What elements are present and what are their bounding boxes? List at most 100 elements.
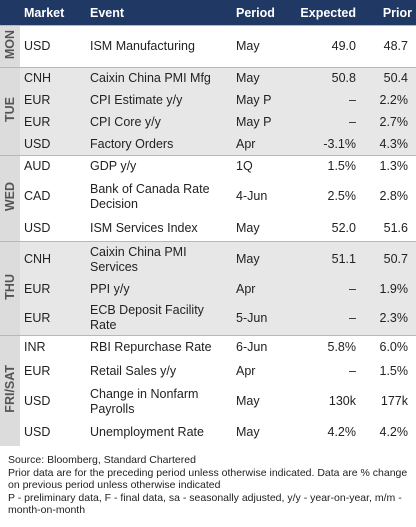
market: USD — [24, 394, 51, 408]
period: May — [236, 220, 260, 235]
prior: 51.6 — [383, 220, 408, 235]
event-header: Event — [86, 0, 232, 26]
event-row: WED AUD GDP y/y 1Q 1.5% 1.3% — [0, 155, 416, 242]
footnote: Prior data are for the preceding period … — [8, 466, 408, 492]
day-cell: WED — [0, 155, 20, 242]
event-row: USD Unemployment Rate May 4.2% 4.2% — [0, 420, 416, 446]
market: USD — [20, 133, 86, 156]
day-label: THU — [2, 273, 17, 300]
event-row: EUR ECB Deposit Facility Rate 5-Jun –2.3% — [0, 301, 416, 336]
expected: 52.0 — [331, 220, 356, 235]
expected: – — [296, 111, 360, 134]
event: CPI Core y/y — [86, 111, 232, 134]
event-row: THU CNH Caixin China PMI Services May 51.1 50… — [0, 241, 416, 336]
market: CNH — [20, 67, 86, 90]
period: 6-Jun — [232, 335, 296, 360]
event: ISM Services Index — [90, 220, 198, 235]
expected: 130k — [328, 394, 356, 408]
day-cell: TUE — [0, 67, 20, 156]
expected: 1.5% — [296, 155, 360, 178]
event-row: EUR CPI Estimate y/y May P –2.2% — [0, 89, 416, 112]
prior: 2.8% — [379, 189, 409, 203]
event-row: EUR PPI y/y Apr –1.9% — [0, 277, 416, 302]
market: AUD — [20, 155, 86, 178]
prior-header: Prior — [360, 0, 416, 26]
prior: 1.3% — [360, 155, 416, 178]
market: EUR — [20, 89, 86, 112]
market: INR — [20, 335, 86, 360]
source-note: Source: Bloomberg, Standard Chartered — [8, 454, 196, 466]
expected-header: Expected — [296, 0, 360, 26]
event: Retail Sales y/y — [90, 364, 177, 378]
expected: 4.2% — [327, 425, 357, 439]
period-header: Period — [232, 0, 296, 26]
period: Apr — [232, 277, 296, 302]
prior: 4.2% — [379, 425, 409, 439]
expected: 49.0 — [296, 25, 360, 68]
period: May P — [232, 111, 296, 134]
event: CPI Estimate y/y — [86, 89, 232, 112]
event-row: USD Change in Nonfarm Payrolls May 130k 177k — [0, 384, 416, 420]
prior: 1.5% — [379, 364, 409, 378]
prior: 4.3% — [360, 133, 416, 156]
period: May P — [232, 89, 296, 112]
period: May — [236, 394, 260, 408]
table-body: MON USD ISM Manufacturing May 49.0 48.7 TUE CNH… — [0, 25, 416, 446]
period: May — [232, 241, 296, 278]
expected: – — [296, 277, 360, 302]
expected: 2.5% — [327, 189, 357, 203]
event: PPI y/y — [86, 277, 232, 302]
market: EUR — [20, 277, 86, 302]
event: ISM Manufacturing — [86, 25, 232, 68]
prior: 2.2% — [360, 89, 416, 112]
period: Apr — [236, 364, 256, 378]
market: EUR — [20, 111, 86, 134]
event: Unemployment Rate — [90, 425, 204, 439]
day-label: TUE — [2, 97, 17, 122]
market-header: Market — [20, 0, 86, 26]
prior: 177k — [380, 394, 408, 408]
day-cell: THU — [0, 241, 20, 336]
prior: 50.7 — [360, 241, 416, 278]
event: Caixin China PMI Mfg — [86, 67, 232, 90]
day-label: WED — [2, 181, 17, 212]
prior: 48.7 — [360, 25, 416, 68]
event-row: MON USD ISM Manufacturing May 49.0 48.7 — [0, 25, 416, 68]
event: Factory Orders — [86, 133, 232, 156]
event: Change in Nonfarm Payrolls — [90, 386, 199, 416]
expected: 50.8 — [296, 67, 360, 90]
expected: -3.1% — [296, 133, 360, 156]
period: 1Q — [232, 155, 296, 178]
event-row: FRI/SAT INR RBI Repurchase Rate 6-Jun 5.8% 6.… — [0, 335, 416, 446]
prior: 1.9% — [360, 277, 416, 302]
expected: – — [296, 89, 360, 112]
footer: Source: Bloomberg, Standard Chartered Pri… — [8, 454, 410, 517]
expected: – — [349, 364, 356, 378]
market: USD — [24, 220, 51, 235]
event: ECB Deposit Facility Rate — [86, 301, 232, 336]
event: Caixin China PMI Services — [86, 241, 232, 278]
expected: 51.1 — [296, 241, 360, 278]
period: May — [236, 425, 260, 439]
period: May — [232, 67, 296, 90]
market: EUR — [20, 301, 86, 336]
period: May — [232, 25, 296, 68]
event-row: EUR Retail Sales y/y Apr – 1.5% — [0, 360, 416, 384]
event: RBI Repurchase Rate — [86, 335, 232, 360]
market: USD — [20, 25, 86, 68]
event-row: EUR CPI Core y/y May P –2.7% — [0, 111, 416, 134]
period: 4-Jun — [236, 189, 268, 203]
event-row: USD Factory Orders Apr -3.1% 4.3% — [0, 133, 416, 156]
day-label: MON — [2, 29, 17, 60]
market: CNH — [20, 241, 86, 278]
expected: – — [296, 301, 360, 336]
prior: 50.4 — [360, 67, 416, 90]
calendar-table: Market Event Period Expected Prior MON USD ISM… — [0, 0, 416, 446]
expected: 5.8% — [296, 335, 360, 360]
event-row: USD ISM Services Index May 52.0 51.6 — [0, 216, 416, 242]
footnote: P - preliminary data, F - final data, sa… — [8, 491, 402, 517]
event-row: TUE CNH Caixin China PMI Mfg May 50.8 50.4 — [0, 67, 416, 156]
prior: 2.3% — [360, 301, 416, 336]
event-row: CAD Bank of Canada Rate Decision 4-Jun 2.5%… — [0, 178, 416, 216]
